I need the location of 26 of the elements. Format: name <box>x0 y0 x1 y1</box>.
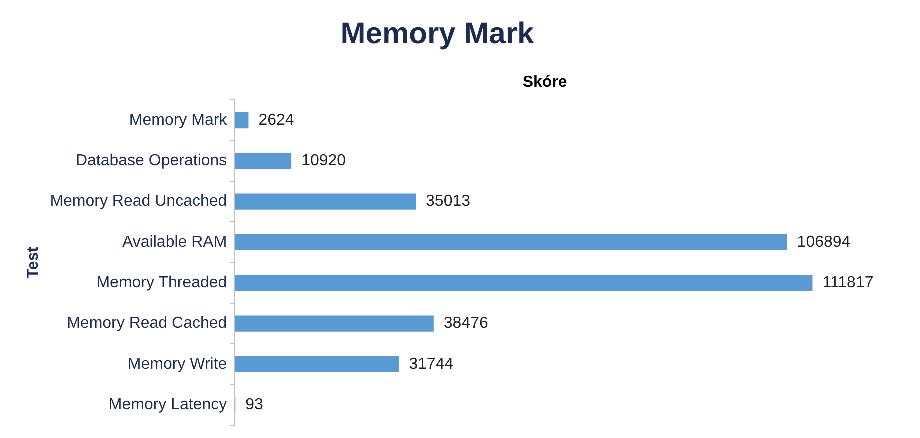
bar <box>235 356 400 372</box>
data-label: 31744 <box>409 356 454 373</box>
y-tick-label: Memory Read Uncached <box>50 193 228 210</box>
y-tick-label: Database Operations <box>76 152 228 170</box>
bar <box>235 275 813 292</box>
y-tick-label: Memory Latency <box>108 396 228 414</box>
bar <box>235 316 434 332</box>
y-tick-label: Memory Write <box>128 356 228 373</box>
data-label: 111817 <box>822 274 874 292</box>
data-label: 106894 <box>797 234 851 251</box>
data-label: 38476 <box>444 315 488 332</box>
x-axis-title: Skóre <box>522 74 568 92</box>
bar <box>235 194 416 210</box>
data-label: 93 <box>246 396 264 414</box>
bar <box>235 153 292 170</box>
y-tick-label: Memory Read Cached <box>67 315 228 332</box>
data-label: 2624 <box>258 112 294 129</box>
data-label: 10920 <box>302 152 346 170</box>
bar <box>235 112 249 129</box>
data-label: 35013 <box>426 193 471 210</box>
y-tick-label: Available RAM <box>122 234 228 251</box>
bar <box>235 234 788 251</box>
y-tick-label: Memory Threaded <box>96 274 228 292</box>
chart-title: Memory Mark <box>340 17 535 50</box>
y-tick-label: Memory Mark <box>129 112 228 129</box>
y-axis-title: Test <box>25 246 42 279</box>
